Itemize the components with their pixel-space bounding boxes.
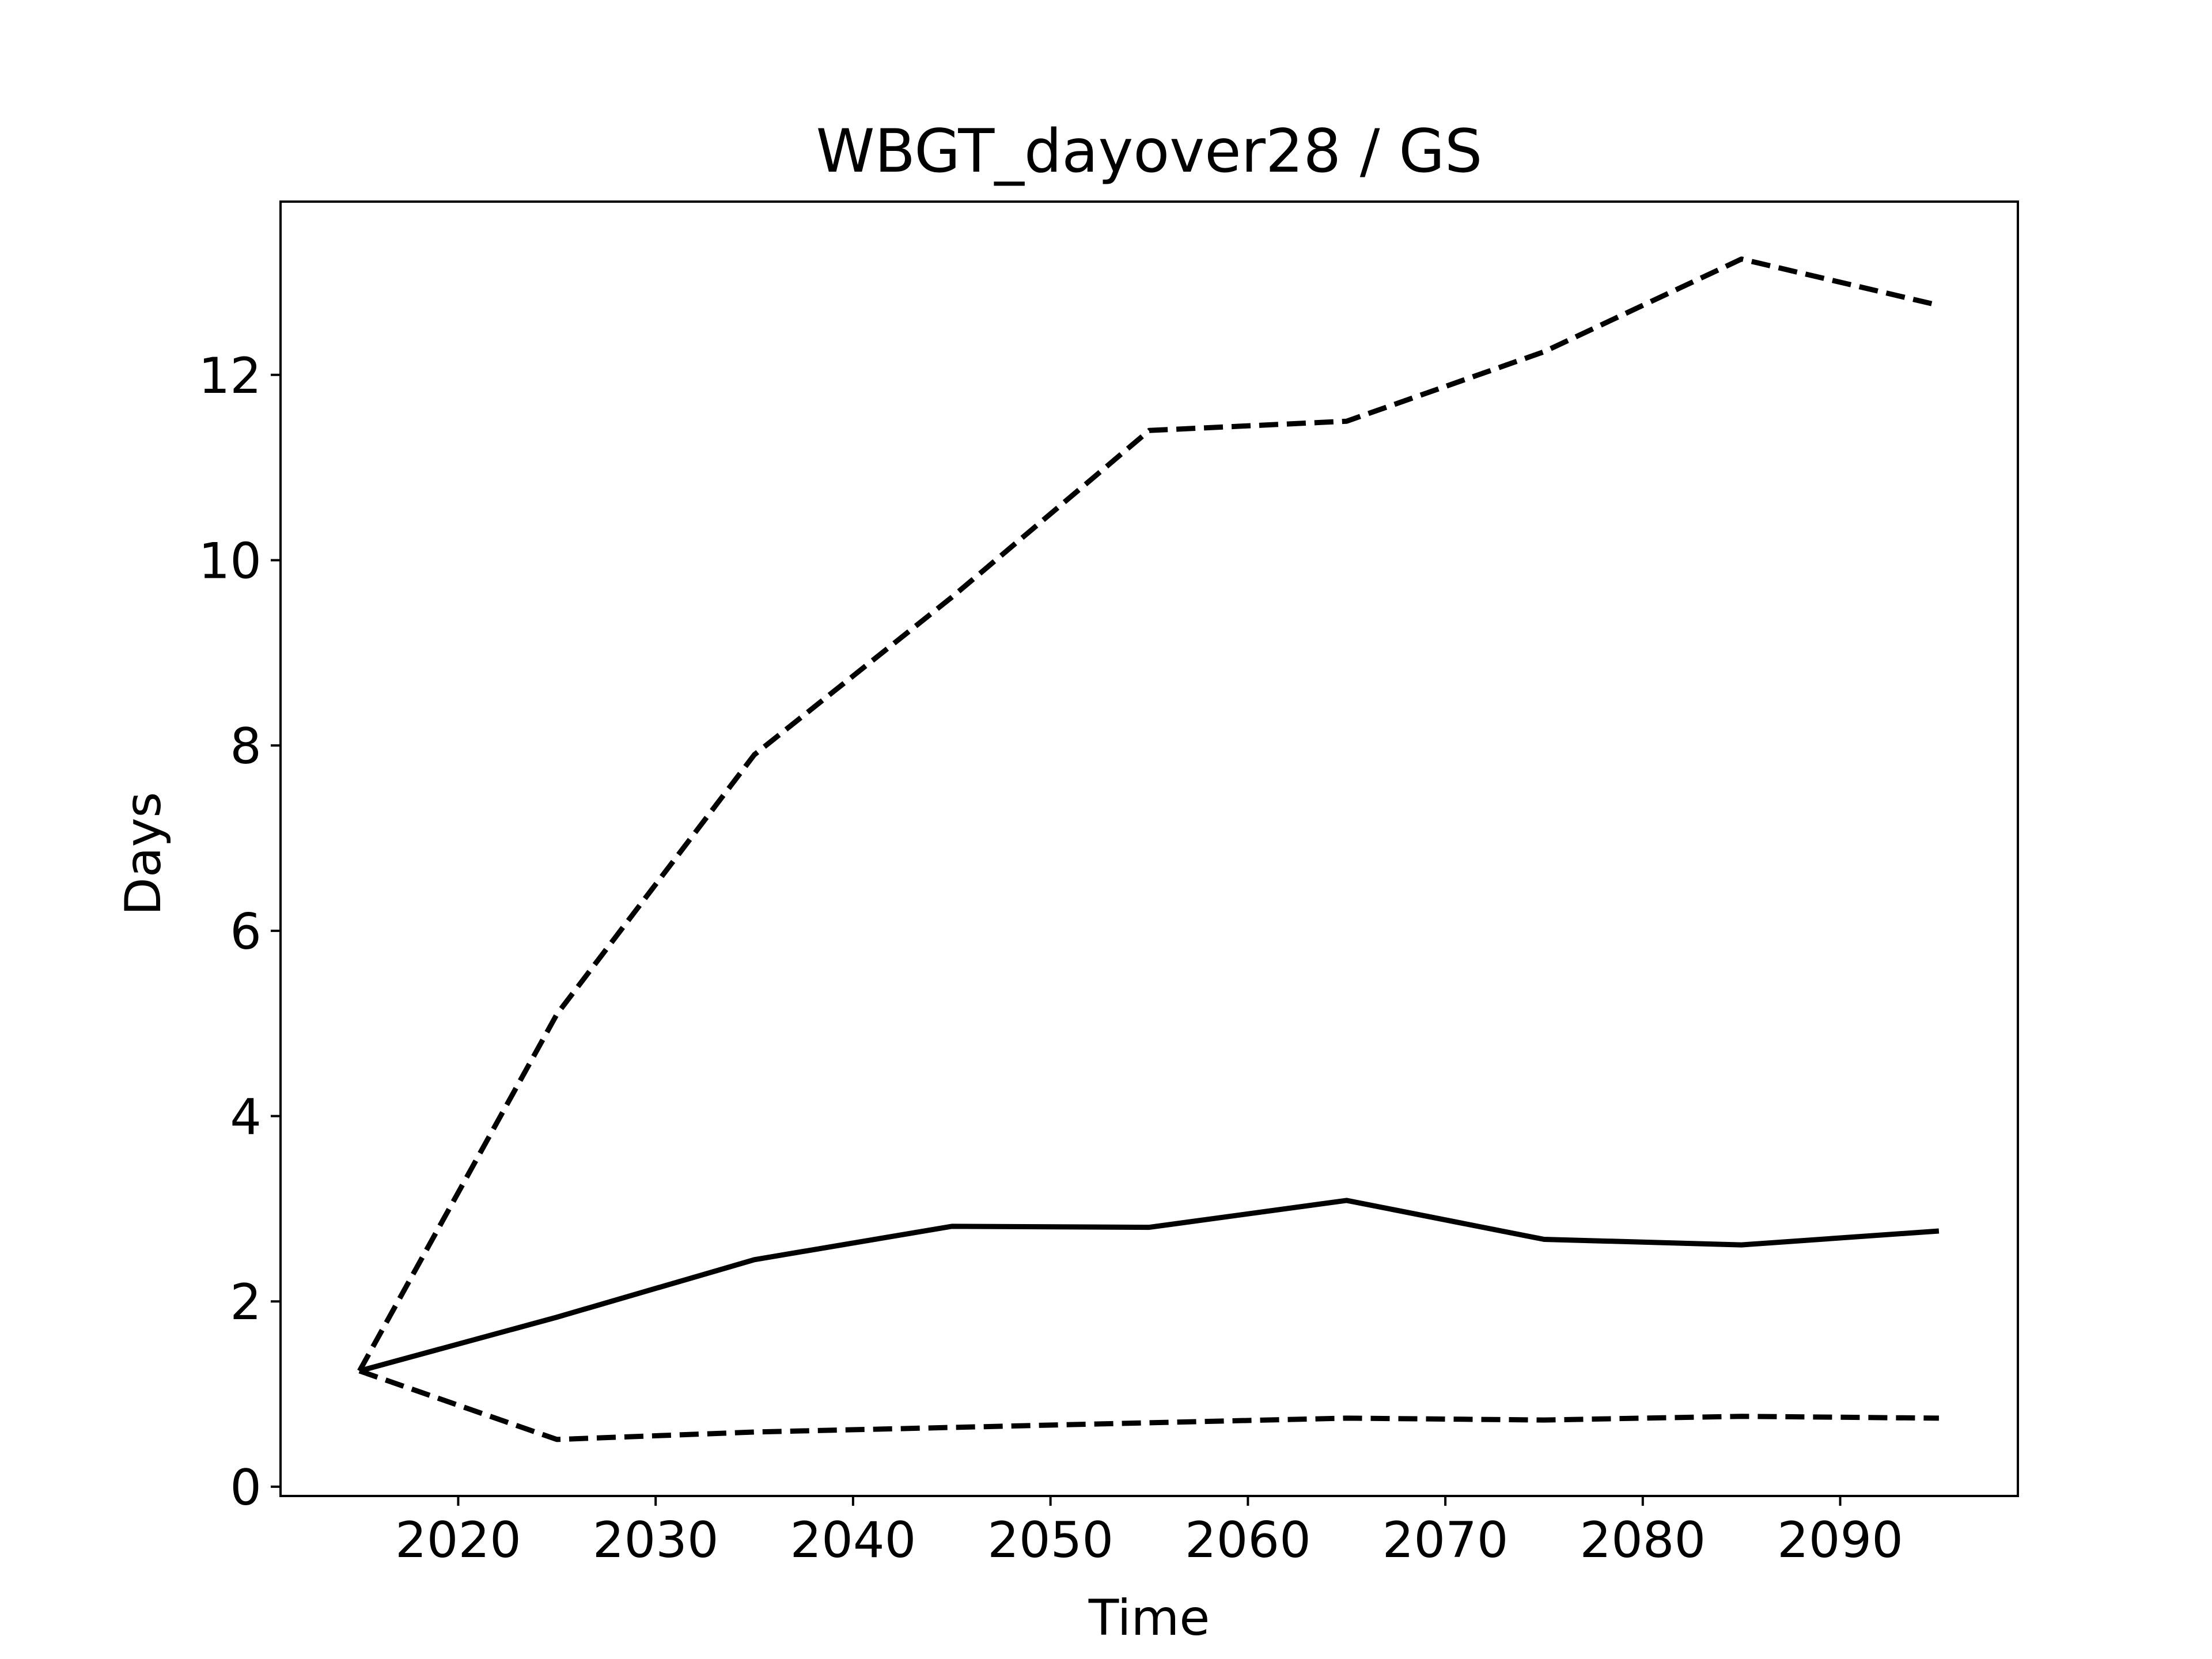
x-tick-label: 2070 [1382,1512,1509,1569]
y-tick-label: 4 [230,1089,262,1146]
series-lines [357,256,1940,1442]
chart-title: WBGT_dayover28 / GS [816,117,1483,186]
plot-frame [279,200,2019,1497]
y-tick-label: 12 [199,347,262,405]
series-line-1 [358,1198,1940,1374]
x-tick-label: 2050 [987,1512,1113,1569]
y-tick-label: 0 [230,1459,262,1517]
x-axis: 2020 2030 2040 2050 2060 2070 2080 2090 [395,1496,1903,1569]
x-tick-label: 2040 [790,1512,916,1569]
x-axis-label: Time [1088,1589,1210,1647]
y-tick-label: 10 [199,532,262,590]
y-tick-label: 2 [230,1274,262,1331]
y-axis: 0 2 4 6 8 10 12 [199,347,281,1517]
y-tick-label: 6 [230,903,262,961]
x-tick-label: 2080 [1580,1512,1706,1569]
x-tick-label: 2090 [1777,1512,1903,1569]
x-tick-label: 2030 [593,1512,719,1569]
series-line-2 [357,256,1940,1373]
x-tick-label: 2020 [395,1512,521,1569]
x-tick-label: 2060 [1185,1512,1311,1569]
y-tick-label: 8 [230,718,262,775]
y-axis-label: Days [115,792,172,916]
series-line-3 [358,1368,1939,1442]
